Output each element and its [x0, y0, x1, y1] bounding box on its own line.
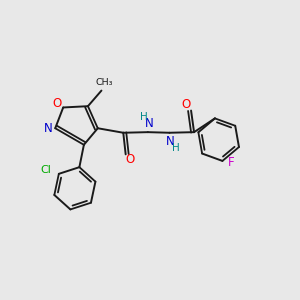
Text: N: N — [145, 117, 153, 130]
Text: O: O — [52, 98, 61, 110]
Text: CH₃: CH₃ — [95, 78, 112, 87]
Text: F: F — [227, 156, 234, 169]
Text: O: O — [181, 98, 190, 111]
Text: N: N — [166, 135, 175, 148]
Text: H: H — [140, 112, 148, 122]
Text: O: O — [125, 153, 135, 166]
Text: H: H — [172, 143, 180, 153]
Text: Cl: Cl — [41, 165, 52, 175]
Text: N: N — [44, 122, 53, 135]
